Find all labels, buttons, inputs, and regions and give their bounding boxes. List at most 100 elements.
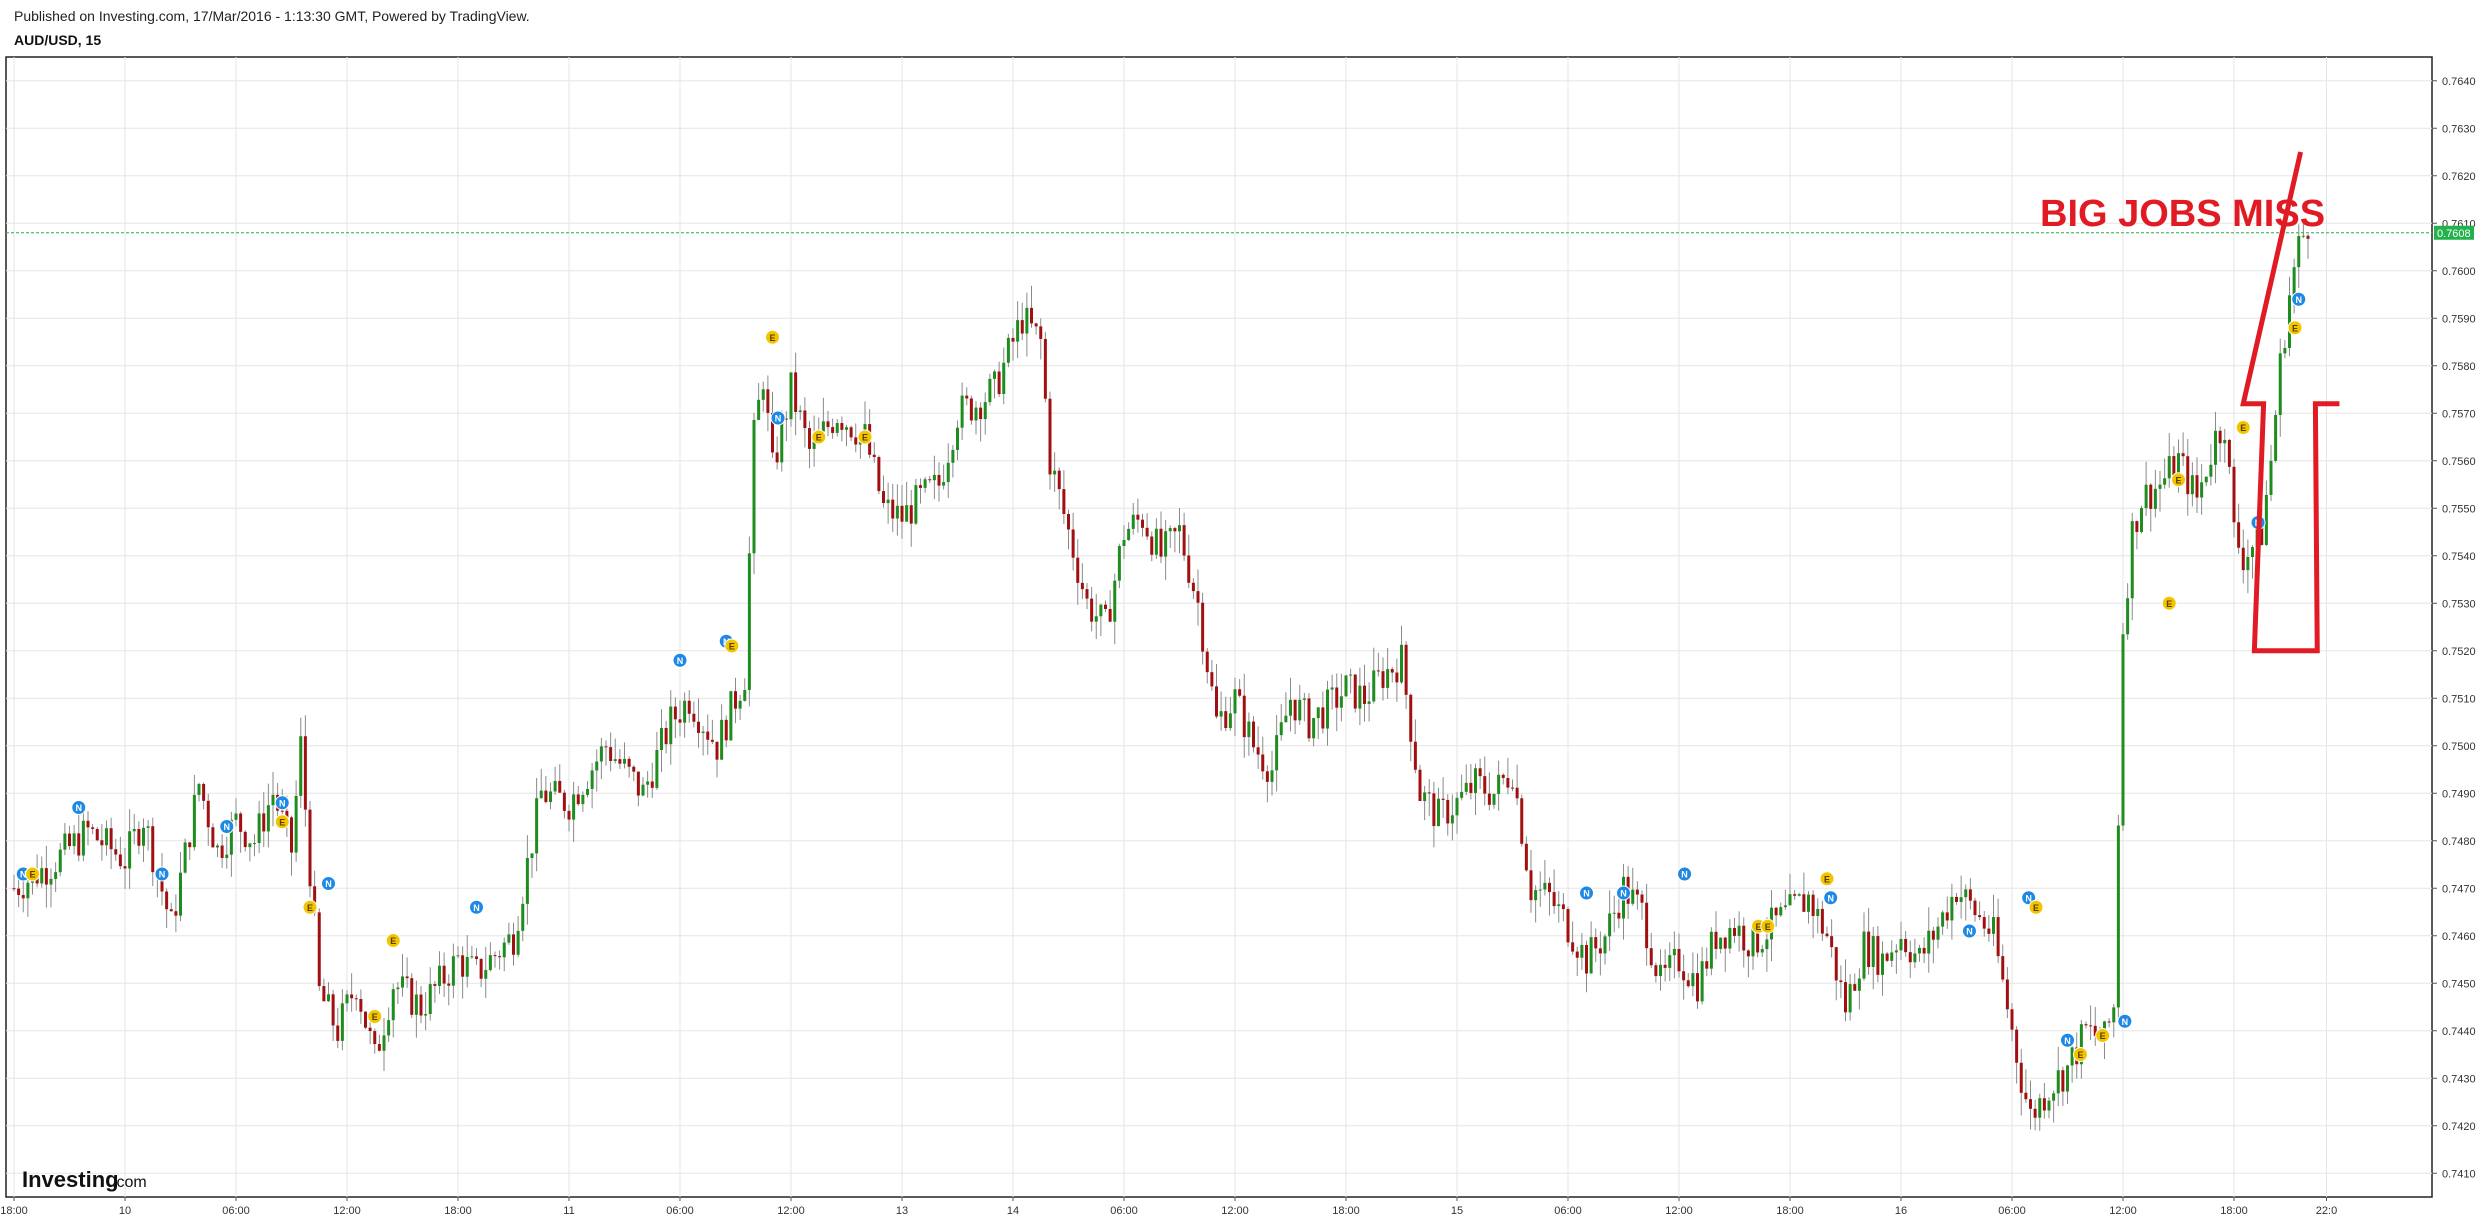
news-event-marker [1579,885,1594,901]
candle-body [2130,521,2134,599]
economic-event-marker [724,638,740,654]
candle-body [2149,484,2153,509]
economic-event-marker [2235,420,2251,435]
candle-body [1293,699,1297,721]
candle-body [1261,754,1265,772]
candle-body [364,1011,367,1028]
candle-body [632,766,636,772]
candle-body [803,410,807,429]
candle-body [1376,670,1380,672]
candle-body [109,828,113,850]
candle-body [368,1027,372,1032]
candle-body [1284,715,1288,723]
x-tick-label: 18:00 [0,1205,28,1217]
candle-body [775,452,779,463]
y-tick-label: 0.7410 [2442,1168,2476,1180]
event-marker-letter: E [862,433,868,443]
candle-body [1668,955,1672,968]
candle-body [419,994,423,1016]
candle-body [2227,439,2231,467]
candle-body [1552,892,1556,907]
candle-body [1844,982,1847,1013]
candle-body [1497,774,1501,794]
candle-body [549,791,552,803]
candle-body [1418,769,1422,802]
candle-body [516,930,520,955]
x-axis: 18:00 10 06:00 12:00 18:00 11 06:00 12:00 13 14 06… [0,1197,2337,1217]
x-tick-label: 06:00 [666,1205,694,1217]
candle-body [271,794,275,806]
candle-body [1825,933,1829,937]
event-marker-letter: E [2240,423,2246,433]
candle-body [914,485,918,524]
candle-body [2140,508,2143,532]
candle-body [789,372,793,420]
y-axis: 0.7410 0.7420 0.7430 0.7440 0.7450 0.7460 0.74… [2432,76,2476,1180]
candle-body [1691,973,1695,987]
candle-body [197,783,201,795]
candle-body [1714,931,1718,949]
candle-body [1224,711,1228,729]
news-event-marker [1961,923,1977,939]
x-tick-label: 14 [1007,1205,1019,1217]
candle-body [1709,931,1713,969]
candle-body [1182,525,1186,556]
candle-body [960,395,964,428]
candle-body [1191,582,1195,592]
candle-body [1252,721,1255,748]
candle-body [1427,792,1431,794]
candle-body [1941,912,1945,927]
news-event-marker [1823,890,1839,906]
candle-body [206,800,210,828]
candle-body [1289,699,1292,716]
candle-body [2066,1065,2069,1092]
candle-body [1247,721,1251,738]
economic-event-marker [2287,320,2303,336]
news-event-marker [154,866,170,882]
candle-body [1816,908,1820,917]
candle-body [1779,907,1783,916]
candle-body [132,828,136,832]
candle-body [882,491,885,504]
candle-body [1413,741,1417,770]
candle-body [2177,453,2180,479]
event-marker-letter: E [769,333,775,343]
candle-body [1918,947,1921,954]
candle-body [1848,984,1852,1013]
x-tick-label: 15 [1451,1205,1463,1217]
candle-body [1113,580,1117,622]
candle-body [336,1025,340,1041]
candle-body [1511,787,1514,789]
event-marker-letter: N [20,870,27,880]
candle-body [1756,927,1760,953]
candle-body [1857,978,1861,991]
candle-body [923,479,927,488]
candle-body [1168,528,1172,532]
candle-body [1210,672,1214,687]
candle-body [322,986,326,1002]
event-marker-letter: N [224,822,231,832]
candle-body [562,792,566,811]
candle-body [1612,912,1616,914]
candle-body [576,794,580,805]
candle-body [863,424,867,433]
candle-body [1316,707,1320,719]
candle-body [724,719,728,741]
candle-body [1298,699,1302,721]
candle-body [636,771,640,796]
candle-body [678,719,682,723]
candle-body [1335,687,1339,708]
candle-body [1016,320,1020,342]
candle-body [160,873,164,892]
candle-body [146,826,150,828]
event-marker-letter: N [2122,1017,2129,1027]
candle-body [2019,1062,2023,1093]
event-marker-letter: E [2292,323,2298,333]
symbol-label: AUD/USD, 15 [14,32,102,48]
candle-body [831,427,835,433]
candle-body [687,700,691,714]
candle-body [530,853,534,859]
candle-body [1395,672,1399,683]
candle-body [2241,547,2245,571]
